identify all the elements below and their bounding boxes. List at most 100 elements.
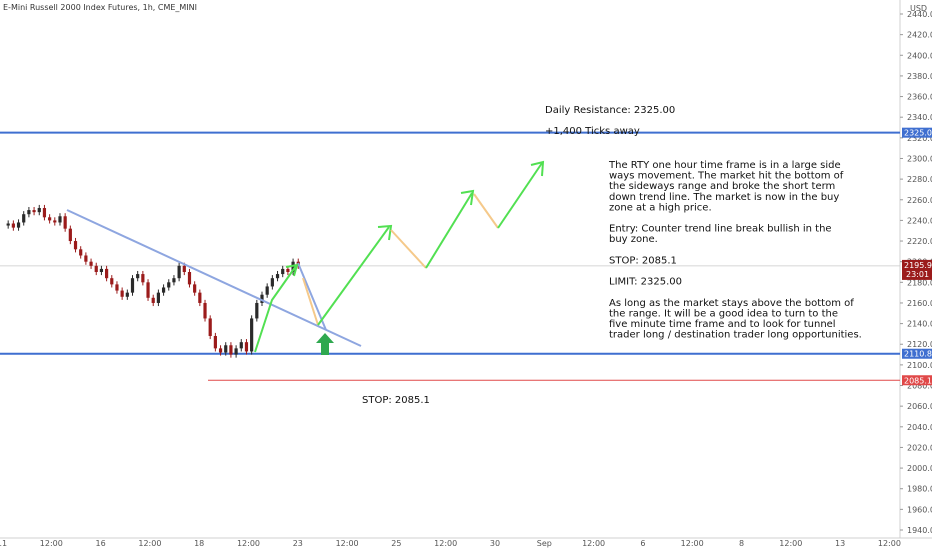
candle-body xyxy=(48,217,52,221)
y-tick-label: 2180.0 xyxy=(907,278,932,287)
trend-line xyxy=(66,209,362,347)
candle-body xyxy=(172,278,176,283)
candle-body xyxy=(224,345,228,353)
current-price-badge xyxy=(902,259,932,280)
candle-body xyxy=(53,220,57,223)
y-tick-label: 2420.0 xyxy=(907,31,932,40)
candle-body xyxy=(198,292,202,303)
candle-body xyxy=(105,268,109,279)
candle-body xyxy=(73,241,78,250)
analysis-line: Entry: Counter trend line break bullish … xyxy=(609,224,832,235)
stop-label: STOP: 2085.1 xyxy=(362,395,430,406)
candle-body xyxy=(187,272,192,285)
analysis-line: five minute time frame and to look for t… xyxy=(609,319,836,330)
y-tick-label: 2360.0 xyxy=(907,93,932,102)
x-tick-label: 12:00 xyxy=(681,539,704,548)
y-tick-label: 2080.0 xyxy=(907,382,932,391)
projection-leg xyxy=(425,192,473,269)
y-tick-label: 2300.0 xyxy=(907,154,932,163)
x-tick-label: 12:00 xyxy=(40,539,63,548)
resistance-subtitle: +1,400 Ticks away xyxy=(545,126,640,137)
projection-leg xyxy=(390,229,427,269)
analysis-line: LIMIT: 2325.00 xyxy=(609,277,682,288)
projection-leg xyxy=(317,226,390,326)
x-tick-label: 23 xyxy=(293,539,303,548)
candle-body xyxy=(130,278,135,293)
rally-arrow-head xyxy=(285,263,299,277)
candle-body xyxy=(63,216,67,229)
analysis-line: STOP: 2085.1 xyxy=(609,255,677,266)
candle-body xyxy=(260,294,264,303)
x-tick-label: 12:00 xyxy=(434,539,457,548)
countdown-label: 23:01 xyxy=(906,270,929,279)
candle-body xyxy=(229,345,233,355)
candle-body xyxy=(255,302,259,319)
candle-body xyxy=(79,249,83,256)
projection-leg xyxy=(302,277,319,326)
candle-body xyxy=(208,318,212,336)
x-tick-label: 12:00 xyxy=(878,539,901,548)
candle-body xyxy=(234,348,238,355)
candle-body xyxy=(265,286,269,295)
projection-head xyxy=(377,224,393,241)
candle-body xyxy=(115,284,119,291)
x-tick-label: 25 xyxy=(391,539,401,548)
candle-body xyxy=(27,210,31,215)
x-tick-label: 16 xyxy=(96,539,106,548)
y-tick-label: 2060.0 xyxy=(907,402,932,411)
candle-body xyxy=(136,274,140,279)
x-tick-label: 12:00 xyxy=(336,539,359,548)
projection-leg xyxy=(473,193,499,229)
y-tick-label: 1940.0 xyxy=(907,526,932,535)
analysis-line: The RTY one hour time frame is in a larg… xyxy=(608,160,841,171)
resistance-title: Daily Resistance: 2325.00 xyxy=(545,105,675,116)
y-tick-label: 2040.0 xyxy=(907,423,932,432)
candle-body xyxy=(146,282,150,298)
y-tick-label: 1960.0 xyxy=(907,505,932,514)
analysis-line: the range. It will be a good idea to tur… xyxy=(609,308,838,319)
candle-body xyxy=(203,302,207,319)
candle-body xyxy=(270,278,274,287)
candle-body xyxy=(244,342,249,352)
candle-body xyxy=(281,268,285,275)
candle-body xyxy=(167,282,171,288)
candle-body xyxy=(275,274,280,279)
candle-body xyxy=(239,342,243,349)
candle-body xyxy=(11,223,15,228)
candle-body xyxy=(16,222,21,228)
candle-body xyxy=(58,216,62,223)
candle-body xyxy=(125,292,129,297)
candle-body xyxy=(141,274,145,283)
y-tick-label: 1980.0 xyxy=(907,485,932,494)
y-tick-label: 2240.0 xyxy=(907,216,932,225)
x-tick-label: 11 xyxy=(0,539,7,548)
x-tick-label: 12:00 xyxy=(779,539,802,548)
candle-body xyxy=(286,268,290,272)
candle-body xyxy=(182,265,186,272)
price-badge-label: 2085.1 xyxy=(904,376,932,385)
candle-body xyxy=(161,287,166,293)
x-tick-label: 18 xyxy=(194,539,204,548)
y-tick-label: 2340.0 xyxy=(907,113,932,122)
y-tick-label: 2260.0 xyxy=(907,196,932,205)
projection-head xyxy=(530,160,545,177)
y-tick-label: 2380.0 xyxy=(907,72,932,81)
analysis-line: zone at a high price. xyxy=(609,202,712,213)
candle-body xyxy=(94,265,98,272)
candle-body xyxy=(156,292,160,303)
y-tick-label: 2020.0 xyxy=(907,443,932,452)
projection-head xyxy=(460,189,475,206)
y-tick-label: 2400.0 xyxy=(907,51,932,60)
current-price-label: 2195.9 xyxy=(904,261,932,270)
price-badge xyxy=(902,375,932,386)
y-tick-label: 2120.0 xyxy=(907,340,932,349)
candle-body xyxy=(151,297,155,303)
candle-body xyxy=(22,214,26,223)
candle-body xyxy=(291,261,295,272)
y-tick-label: 2440.0 xyxy=(907,10,932,19)
candle-body xyxy=(110,278,114,285)
x-tick-label: 8 xyxy=(739,539,744,548)
candle-body xyxy=(37,208,41,213)
